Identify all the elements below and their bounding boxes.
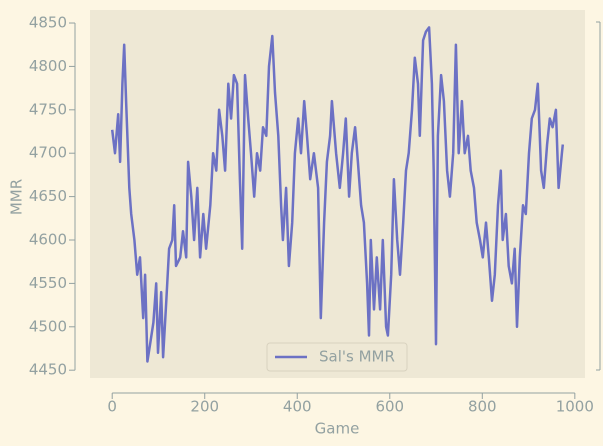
x-tick-label: 200 (190, 398, 219, 416)
legend-label: Sal's MMR (319, 348, 395, 366)
x-tick-label: 600 (375, 398, 404, 416)
x-tick-label: 1000 (556, 398, 594, 416)
x-tick-label: 800 (468, 398, 497, 416)
y-axis-label: MMR (8, 179, 26, 215)
legend-box (266, 342, 408, 372)
y-tick-label: 4600 (29, 231, 67, 249)
x-tick-label: 400 (283, 398, 312, 416)
y-tick-label: 4500 (29, 317, 67, 335)
y-tick-label: 4750 (29, 100, 67, 118)
y-tick-label: 4550 (29, 274, 67, 292)
x-axis-label: Game (315, 420, 360, 438)
y-tick-label: 4800 (29, 57, 67, 75)
y-tick-label: 4700 (29, 144, 67, 162)
line (110, 26, 565, 363)
y-tick-label: 4450 (29, 361, 67, 379)
y-tick-label: 4850 (29, 14, 67, 32)
x-tick-label: 0 (107, 398, 117, 416)
y-tick-label: 4650 (29, 187, 67, 205)
